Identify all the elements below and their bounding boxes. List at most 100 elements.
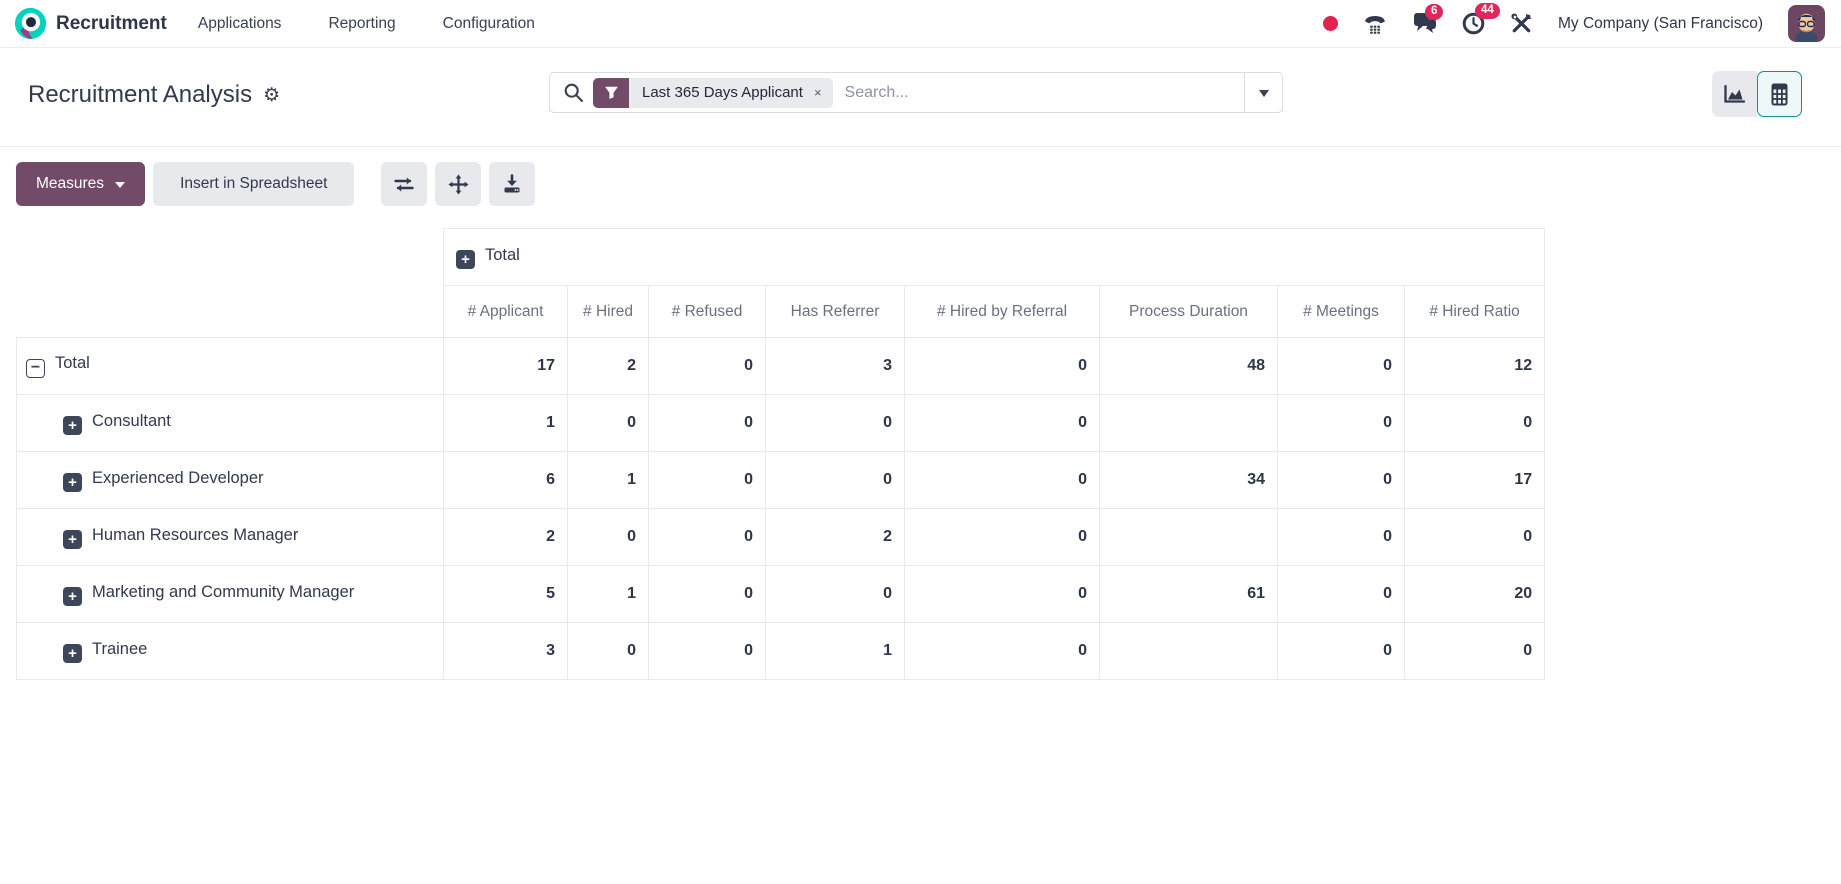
- pivot-cell[interactable]: 0: [905, 566, 1100, 623]
- pivot-column-header[interactable]: Has Referrer: [766, 286, 905, 338]
- pivot-row-label: Total: [55, 354, 90, 372]
- pivot-cell[interactable]: 0: [649, 566, 766, 623]
- pivot-cell[interactable]: 0: [568, 623, 649, 680]
- menu-reporting[interactable]: Reporting: [328, 15, 395, 33]
- flip-axis-button[interactable]: [381, 162, 427, 206]
- pivot-cell[interactable]: 3: [444, 623, 568, 680]
- pivot-cell[interactable]: 1: [766, 623, 905, 680]
- pivot-cell[interactable]: 2: [766, 509, 905, 566]
- pivot-row-header[interactable]: + Consultant: [17, 395, 444, 452]
- pivot-cell[interactable]: 0: [649, 623, 766, 680]
- pivot-cell[interactable]: 0: [649, 509, 766, 566]
- search-expand-button[interactable]: [1244, 73, 1282, 112]
- user-avatar[interactable]: [1788, 5, 1825, 42]
- pivot-cell[interactable]: 34: [1100, 452, 1278, 509]
- tools-icon[interactable]: [1510, 12, 1533, 35]
- pivot-corner-cell: [17, 229, 444, 286]
- pivot-cell[interactable]: 2: [568, 338, 649, 395]
- collapse-icon[interactable]: −: [26, 359, 45, 378]
- pivot-cell[interactable]: 0: [905, 509, 1100, 566]
- pivot-column-header-row: # Applicant# Hired# RefusedHas Referrer#…: [17, 286, 1545, 338]
- pivot-column-header[interactable]: Process Duration: [1100, 286, 1278, 338]
- pivot-cell[interactable]: 48: [1100, 338, 1278, 395]
- phone-icon[interactable]: [1363, 13, 1387, 34]
- expand-icon[interactable]: +: [63, 530, 82, 549]
- pivot-cell[interactable]: [1100, 395, 1278, 452]
- search-input[interactable]: [833, 84, 1244, 102]
- pivot-cell[interactable]: 17: [444, 338, 568, 395]
- expand-icon[interactable]: +: [63, 473, 82, 492]
- pivot-cell[interactable]: 0: [1278, 509, 1405, 566]
- pivot-cell[interactable]: 0: [905, 395, 1100, 452]
- expand-icon[interactable]: +: [456, 250, 475, 269]
- pivot-row-header[interactable]: +Trainee: [17, 623, 444, 680]
- pivot-cell[interactable]: 0: [1405, 395, 1545, 452]
- record-dot[interactable]: [1323, 16, 1338, 31]
- page-title: Recruitment Analysis: [28, 81, 252, 109]
- expand-icon[interactable]: +: [63, 416, 82, 435]
- pivot-cell[interactable]: 0: [766, 452, 905, 509]
- measures-button[interactable]: Measures: [16, 162, 145, 206]
- pivot-cell[interactable]: 5: [444, 566, 568, 623]
- app-switcher[interactable]: Recruitment: [14, 7, 167, 40]
- facet-label: Last 365 Days Applicant: [642, 84, 803, 101]
- expand-icon[interactable]: +: [63, 587, 82, 606]
- clock-activity-icon[interactable]: 44: [1462, 12, 1485, 35]
- pivot-cell[interactable]: 1: [568, 566, 649, 623]
- pivot-cell[interactable]: 0: [1278, 623, 1405, 680]
- pivot-cell[interactable]: 2: [444, 509, 568, 566]
- menu-applications[interactable]: Applications: [198, 15, 282, 33]
- pivot-row-header[interactable]: + Experienced Developer: [17, 452, 444, 509]
- settings-gear-icon[interactable]: ⚙: [263, 86, 280, 105]
- pivot-column-header[interactable]: # Hired: [568, 286, 649, 338]
- pivot-cell[interactable]: [1100, 509, 1278, 566]
- pivot-column-header[interactable]: # Refused: [649, 286, 766, 338]
- pivot-cell[interactable]: 0: [905, 623, 1100, 680]
- menu-configuration[interactable]: Configuration: [443, 15, 535, 33]
- pivot-column-header[interactable]: # Hired by Referral: [905, 286, 1100, 338]
- graph-view-button[interactable]: [1712, 71, 1757, 117]
- pivot-row-label: Consultant: [92, 412, 171, 430]
- pivot-row-header[interactable]: +Marketing and Community Manager: [17, 566, 444, 623]
- pivot-cell[interactable]: 0: [649, 338, 766, 395]
- pivot-cell[interactable]: 0: [568, 395, 649, 452]
- pivot-cell[interactable]: 0: [649, 452, 766, 509]
- chat-icon[interactable]: 6: [1412, 13, 1437, 34]
- pivot-cell[interactable]: 61: [1100, 566, 1278, 623]
- pivot-row-header[interactable]: +Human Resources Manager: [17, 509, 444, 566]
- expand-icon[interactable]: +: [63, 644, 82, 663]
- pivot-cell[interactable]: 0: [766, 566, 905, 623]
- pivot-row-label: Experienced Developer: [92, 469, 264, 487]
- pivot-cell[interactable]: 0: [568, 509, 649, 566]
- pivot-view-button[interactable]: [1757, 71, 1802, 117]
- pivot-cell[interactable]: [1100, 623, 1278, 680]
- facet-remove-icon[interactable]: ×: [814, 85, 822, 100]
- pivot-cell[interactable]: 20: [1405, 566, 1545, 623]
- pivot-cell[interactable]: 0: [649, 395, 766, 452]
- pivot-cell[interactable]: 1: [444, 395, 568, 452]
- pivot-column-header[interactable]: # Meetings: [1278, 286, 1405, 338]
- pivot-row-header[interactable]: −Total: [17, 338, 444, 395]
- pivot-cell[interactable]: 0: [1278, 566, 1405, 623]
- pivot-cell[interactable]: 0: [1405, 623, 1545, 680]
- pivot-column-header[interactable]: # Applicant: [444, 286, 568, 338]
- pivot-column-header[interactable]: # Hired Ratio: [1405, 286, 1545, 338]
- download-button[interactable]: [489, 162, 535, 206]
- pivot-cell[interactable]: 0: [766, 395, 905, 452]
- pivot-cell[interactable]: 0: [905, 338, 1100, 395]
- pivot-cell[interactable]: 12: [1405, 338, 1545, 395]
- pivot-cell[interactable]: 0: [1278, 395, 1405, 452]
- company-selector[interactable]: My Company (San Francisco): [1558, 15, 1763, 33]
- pivot-cell[interactable]: 17: [1405, 452, 1545, 509]
- pivot-cell[interactable]: 0: [905, 452, 1100, 509]
- pivot-cell[interactable]: 1: [568, 452, 649, 509]
- pivot-cell[interactable]: 0: [1405, 509, 1545, 566]
- pivot-cell[interactable]: 0: [1278, 452, 1405, 509]
- pivot-cell[interactable]: 0: [1278, 338, 1405, 395]
- chat-badge: 6: [1425, 4, 1443, 20]
- expand-all-button[interactable]: [435, 162, 481, 206]
- pivot-cell[interactable]: 6: [444, 452, 568, 509]
- insert-in-spreadsheet-button[interactable]: Insert in Spreadsheet: [153, 162, 354, 206]
- pivot-column-group-header[interactable]: +Total: [444, 229, 1545, 286]
- pivot-cell[interactable]: 3: [766, 338, 905, 395]
